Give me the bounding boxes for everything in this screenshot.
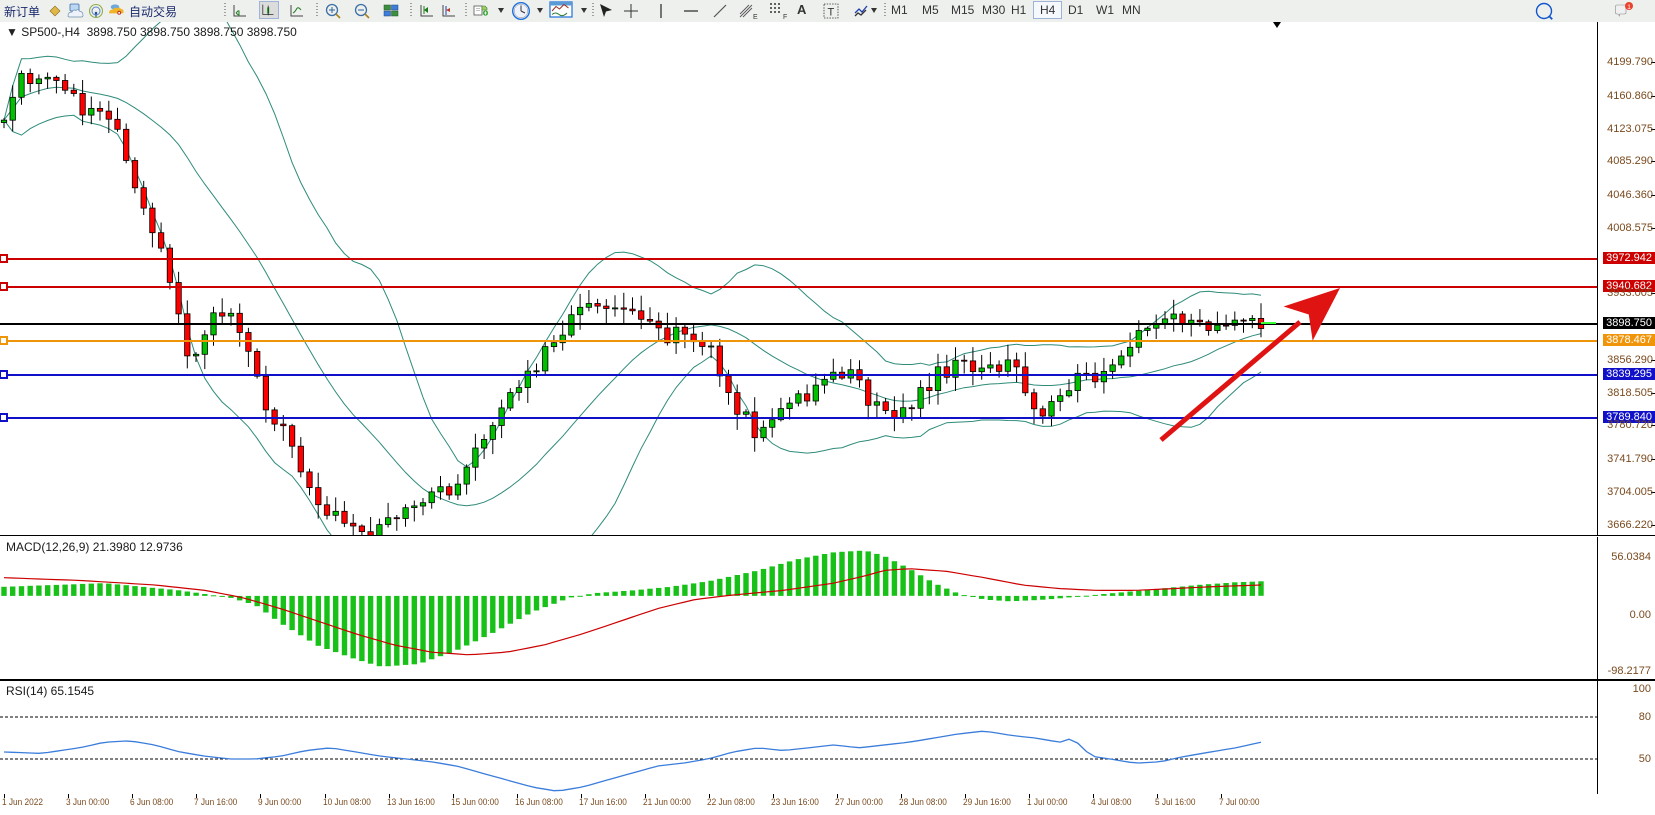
svg-text:E: E bbox=[753, 14, 758, 20]
svg-text:1: 1 bbox=[1627, 4, 1631, 11]
svg-text:T: T bbox=[828, 7, 835, 19]
svg-text:F: F bbox=[783, 14, 787, 20]
